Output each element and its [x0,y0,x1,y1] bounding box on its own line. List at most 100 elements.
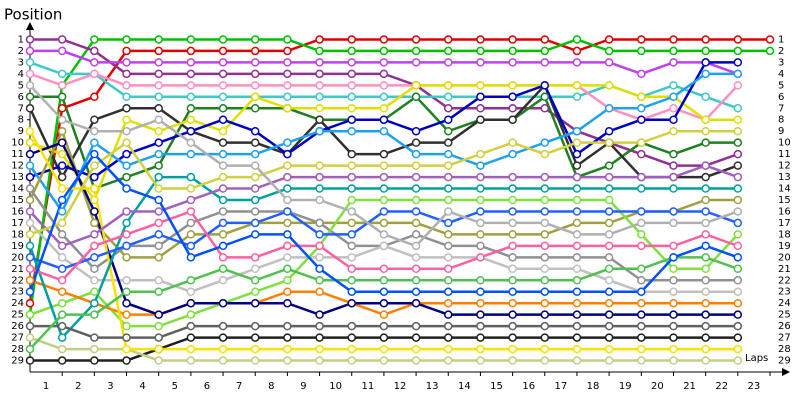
lap-marker [122,81,131,90]
lap-marker [540,344,550,354]
lap-marker [218,276,228,285]
lap-marker [218,344,228,354]
lap-marker [122,356,131,365]
x-tick-label: 11 [361,381,374,392]
lap-marker [669,276,678,285]
lap-marker [411,161,421,170]
lap-marker [347,344,356,354]
lap-marker [186,253,196,262]
lap-marker [379,287,389,296]
lap-marker [154,276,163,285]
lap-marker [476,344,485,354]
lap-marker [411,264,421,274]
lap-marker [379,195,389,205]
lap-marker [122,321,131,331]
y-tick-label-right: 27 [778,333,791,344]
lap-marker [733,253,743,262]
lap-marker [733,310,743,319]
lap-marker [604,310,614,319]
lap-marker [315,104,324,113]
lap-marker [283,69,292,79]
lap-marker [154,310,163,319]
lap-marker [57,35,67,44]
lap-marker [218,172,228,182]
lap-marker [347,104,356,113]
lap-marker [283,344,292,354]
lap-marker [57,253,67,262]
lap-marker [476,172,485,182]
lap-marker [283,298,292,308]
lap-marker [476,218,485,228]
lap-marker [186,241,196,251]
lap-marker [508,58,517,67]
lap-marker [25,321,35,331]
lap-marker [57,138,67,147]
lap-marker [218,149,228,159]
lap-marker [540,81,550,90]
lap-marker [25,344,35,354]
lap-marker [57,310,67,319]
lap-marker [540,184,550,193]
lap-marker [218,321,228,331]
lap-marker [411,287,421,296]
lap-marker [669,161,678,170]
series-line [28,38,770,315]
series-line [28,38,770,304]
lap-marker [347,287,356,296]
lap-marker [283,321,292,331]
lap-marker [508,218,517,228]
lap-marker [250,276,260,285]
lap-marker [218,356,228,365]
lap-marker [508,184,517,193]
lap-marker [315,344,324,354]
lap-marker [701,92,710,102]
y-tick-label: 25 [11,310,24,321]
lap-marker [154,356,163,365]
lap-marker [347,333,356,342]
lap-marker [540,321,550,331]
lap-marker [637,344,646,354]
lap-marker [572,287,582,296]
lap-marker [122,149,131,159]
lap-marker [315,356,324,365]
lap-marker [283,46,292,56]
lap-marker [701,298,710,308]
y-tick-label-right: 4 [778,69,784,80]
lap-marker [379,46,389,56]
lap-marker [701,69,710,79]
lap-marker [701,241,710,251]
lap-marker [444,287,453,296]
lap-marker [476,241,485,251]
y-tick-label-right: 3 [778,57,784,68]
lap-marker [250,172,260,182]
y-tick-label: 28 [11,344,24,355]
lap-marker [122,344,131,354]
lap-marker [540,333,550,342]
lap-marker [733,321,743,331]
lap-marker [604,230,614,239]
lap-marker [122,298,131,308]
lap-marker [508,92,517,102]
lap-marker [765,46,775,56]
lap-marker [476,333,485,342]
lap-marker [186,333,196,342]
lap-marker [733,104,743,113]
lap-marker [637,207,646,216]
lap-marker [122,287,131,296]
lap-marker [669,184,678,193]
lap-marker [218,230,228,239]
lap-marker [669,126,678,136]
lap-marker [540,310,550,319]
lap-marker [218,81,228,90]
lap-marker [250,46,260,56]
lap-marker [315,264,324,274]
y-tick-label-right: 25 [778,310,791,321]
lap-marker [186,92,196,102]
lap-marker [154,46,163,56]
lap-marker [572,161,582,170]
lap-marker [508,333,517,342]
lap-marker [669,58,678,67]
lap-marker [154,195,163,205]
lap-marker [379,230,389,239]
lap-marker [476,184,485,193]
